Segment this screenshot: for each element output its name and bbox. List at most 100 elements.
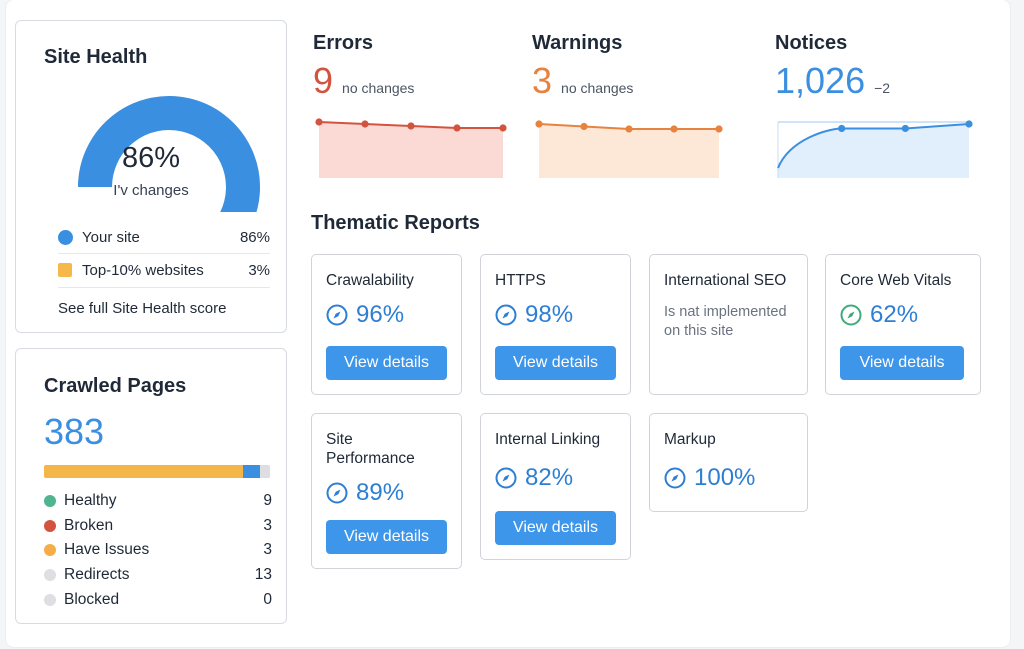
legend-top-10: Top-10% websites 3% [58, 258, 270, 282]
sparkline-point [901, 124, 909, 133]
report-score-value: 96% [356, 301, 405, 328]
legend-label: Your site [82, 228, 140, 246]
report-title: Markup [664, 431, 716, 448]
site-health-title: Site Health [44, 46, 148, 68]
report-title: Crawalability [326, 272, 414, 289]
row-healthy: Healthy 9 [44, 490, 272, 512]
report-message: Is nat implemented on this site [664, 304, 787, 339]
warnings-metric[interactable]: Warnings 3 no changes [532, 32, 633, 102]
row-label: Healthy [64, 492, 117, 509]
site-health-subtitle: I'v changes [113, 182, 189, 199]
notices-note: −2 [874, 80, 891, 96]
sparkline-point [715, 125, 723, 133]
view-details-button[interactable]: View details [495, 511, 616, 545]
view-details-button[interactable]: View details [326, 520, 447, 554]
legend-divider [58, 287, 270, 288]
errors-sparkline [315, 118, 507, 178]
report-title: Core Web Vitals [840, 272, 952, 289]
report-score-value: 89% [356, 479, 405, 506]
sparkline-point [361, 120, 369, 128]
site-health-percent: 86% [121, 142, 181, 174]
row-label: Have Issues [64, 541, 150, 558]
site-health-card: Site Health 86% I'v changes Your site 86… [15, 20, 287, 333]
notices-count: 1,026 [775, 60, 866, 101]
sparkline-point [499, 124, 507, 132]
report-international-seo: International SEO Is nat implemented on … [649, 254, 808, 395]
report-internal-linking: Internal Linking 82% View details [480, 413, 631, 560]
thematic-reports-title: Thematic Reports [311, 212, 480, 234]
sparkline-point [407, 122, 415, 130]
crawled-pages-title: Crawled Pages [44, 375, 187, 397]
bar-segment [242, 465, 260, 478]
view-details-button[interactable]: View details [840, 346, 964, 380]
redirects-dot-icon [44, 569, 56, 581]
broken-dot-icon [44, 520, 56, 532]
sparkline-point [535, 120, 543, 128]
row-value: 9 [263, 492, 272, 509]
warnings-title: Warnings [532, 32, 623, 54]
report-title: International SEO [664, 272, 787, 289]
compass-icon [326, 304, 348, 326]
view-details-button[interactable]: View details [495, 346, 616, 380]
compass-icon [664, 467, 686, 489]
crawled-pages-card: Crawled Pages 383 Healthy 9 Broken 3 Hav… [15, 348, 287, 624]
report-score: 96% [326, 301, 404, 329]
see-full-score-link[interactable]: See full Site Health score [58, 300, 227, 317]
sparkline-point [315, 118, 323, 126]
compass-icon [495, 467, 517, 489]
sparkline-area [539, 124, 719, 178]
sparkline-point [580, 122, 588, 131]
report-crawlability: Crawalability 96% View details [311, 254, 462, 395]
sparkline-area [778, 124, 969, 178]
report-score: 62% [840, 301, 918, 329]
healthy-dot-icon [44, 495, 56, 507]
report-title: Internal Linking [495, 431, 601, 448]
errors-count: 9 [313, 60, 334, 101]
report-score: 82% [495, 464, 573, 492]
warnings-sparkline [535, 120, 723, 178]
compass-icon [326, 482, 348, 504]
view-details-button[interactable]: View details [326, 346, 447, 380]
notices-metric[interactable]: Notices 1,026 −2 [775, 32, 890, 102]
row-label: Redirects [64, 566, 130, 583]
row-blocked: Blocked 0 [44, 589, 272, 611]
report-score-value: 100% [694, 464, 756, 491]
report-title: HTTPS [495, 272, 546, 289]
row-broken: Broken 3 [44, 515, 272, 537]
site-health-gauge [78, 96, 260, 212]
errors-metric[interactable]: Errors 9 no changes [313, 32, 414, 102]
sparkline-point [965, 120, 973, 128]
sparkline-point [838, 124, 846, 133]
compass-icon [495, 304, 517, 326]
notices-title: Notices [775, 32, 848, 54]
report-score: 100% [664, 464, 755, 492]
report-score-value: 62% [870, 301, 919, 328]
report-https: HTTPS 98% View details [480, 254, 631, 395]
top-10-square-icon [58, 263, 72, 277]
blocked-dot-icon [44, 594, 56, 606]
legend-your-site: Your site 86% [58, 225, 270, 249]
compass-icon [840, 304, 862, 326]
sparkline-point [453, 124, 461, 132]
row-value: 0 [263, 591, 272, 608]
sparkline-point [625, 125, 633, 133]
warnings-count: 3 [532, 60, 553, 101]
notices-sparkline [777, 120, 973, 178]
legend-value: 3% [248, 261, 270, 279]
report-score-value: 82% [525, 464, 574, 491]
report-score: 89% [326, 479, 404, 507]
row-label: Broken [64, 517, 114, 534]
row-label: Blocked [64, 591, 120, 608]
row-value: 13 [254, 566, 272, 583]
legend-divider [58, 253, 270, 254]
legend-label: Top-10% websites [82, 261, 204, 279]
errors-title: Errors [313, 32, 374, 54]
report-score-value: 98% [525, 301, 574, 328]
sparkline-area [319, 122, 503, 178]
row-value: 3 [263, 517, 272, 534]
row-have-issues: Have Issues 3 [44, 539, 272, 561]
report-score: 98% [495, 301, 573, 329]
crawled-pages-bar [44, 465, 270, 478]
report-site-performance: Site Performance 89% View details [311, 413, 462, 569]
crawled-pages-total: 383 [44, 411, 105, 452]
